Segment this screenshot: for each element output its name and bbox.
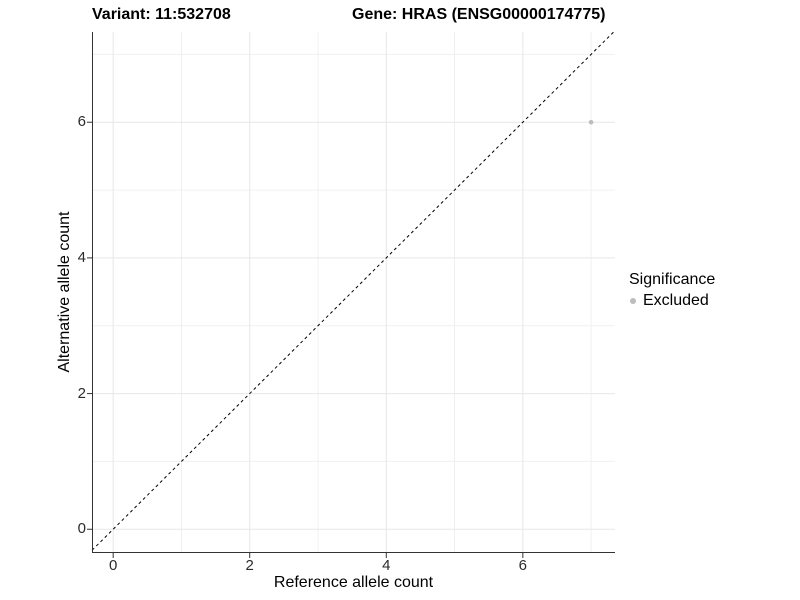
plot-area-svg xyxy=(87,31,615,558)
y-tick-label: 2 xyxy=(77,384,86,402)
x-tick-label: 2 xyxy=(245,557,254,574)
legend-title: Significance xyxy=(629,271,716,288)
legend: Significance Excluded xyxy=(629,270,715,310)
identity-reference-line xyxy=(91,31,614,551)
plot-panel xyxy=(87,31,615,558)
data-point xyxy=(588,119,594,125)
y-tick-label: 4 xyxy=(77,248,86,266)
plot-title-gene: Gene: HRAS (ENSG00000174775) xyxy=(352,6,606,23)
x-tick-label: 0 xyxy=(108,557,118,574)
x-axis-title: Reference allele count xyxy=(273,574,434,591)
legend-item-excluded: Excluded xyxy=(629,292,715,310)
legend-item-label: Excluded xyxy=(643,292,709,309)
y-tick-label: 6 xyxy=(77,113,86,131)
y-tick-label: 0 xyxy=(77,520,86,538)
x-tick-label: 4 xyxy=(382,557,391,574)
plot-title-variant: Variant: 11:532708 xyxy=(92,6,231,23)
y-axis-title: Alternative allele count xyxy=(56,211,73,373)
legend-key-dot xyxy=(630,298,636,304)
x-tick-label: 6 xyxy=(518,557,527,574)
